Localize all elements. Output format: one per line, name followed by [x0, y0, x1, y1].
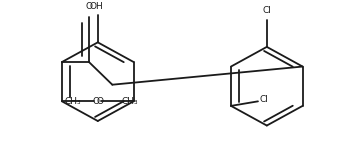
Text: Cl: Cl — [260, 95, 269, 104]
Text: CH₃: CH₃ — [121, 97, 138, 106]
Text: O: O — [86, 2, 92, 11]
Text: O: O — [92, 97, 99, 106]
Text: CH₃: CH₃ — [65, 97, 82, 106]
Text: O: O — [96, 97, 103, 106]
Text: Cl: Cl — [262, 6, 271, 15]
Text: OH: OH — [89, 2, 103, 11]
